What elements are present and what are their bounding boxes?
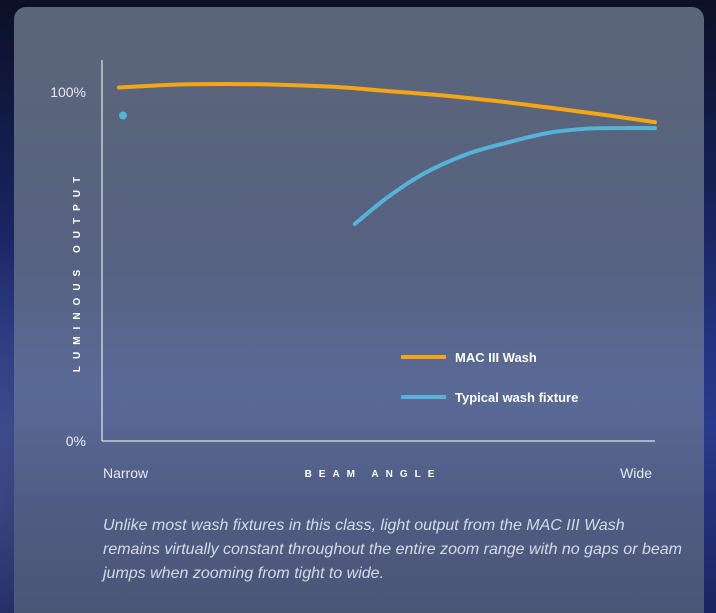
series-point-typical-wash-fixture-narrow — [119, 111, 127, 120]
legend-label-mac-iii-wash: MAC III Wash — [455, 350, 537, 365]
chart-panel — [14, 7, 704, 613]
x-axis-title: BEAM ANGLE — [305, 469, 442, 480]
x-tick-narrow: Narrow — [103, 465, 149, 481]
chart-caption: Unlike most wash fixtures in this class,… — [103, 517, 682, 582]
y-tick-0: 0% — [66, 433, 86, 449]
x-tick-wide: Wide — [620, 465, 652, 481]
y-tick-100: 100% — [50, 84, 86, 100]
series-line-mac-iii-wash — [117, 82, 657, 125]
y-axis-title: LUMINOUS OUTPUT — [72, 170, 83, 372]
series-line-typical-wash-fixture — [352, 126, 657, 226]
legend-label-typical-wash-fixture: Typical wash fixture — [455, 390, 578, 405]
